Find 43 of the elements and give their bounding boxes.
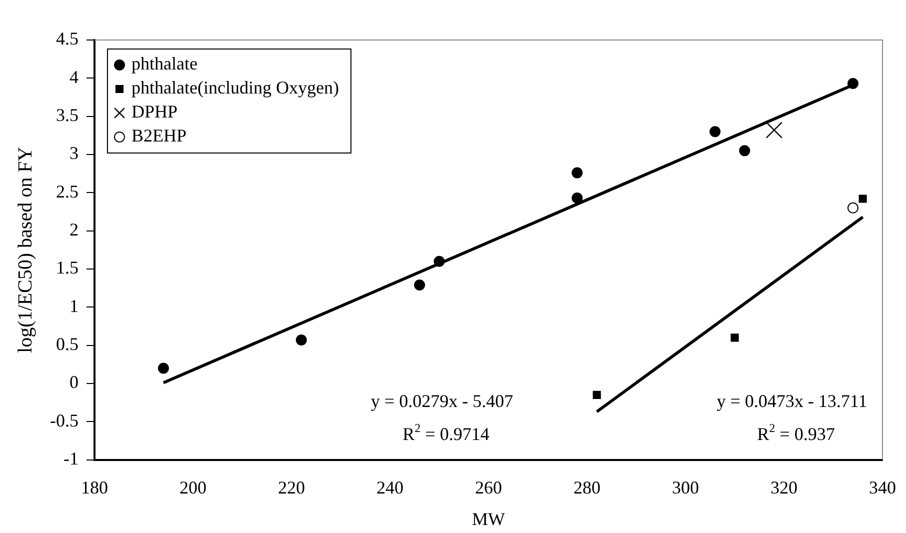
point [296, 334, 307, 346]
y-axis-title: log(1/EC50) based on FY [14, 146, 36, 353]
y-tick-label: 3 [69, 143, 78, 164]
x-tick-label: 220 [278, 477, 305, 498]
point [847, 78, 858, 90]
legend-label: B2EHP [131, 126, 187, 146]
y-tick-label: 2.5 [56, 181, 78, 202]
point [766, 122, 783, 138]
y-tick-label: 1 [69, 296, 78, 316]
point [592, 390, 601, 399]
x-tick-label: 300 [672, 477, 699, 498]
point [414, 280, 426, 291]
x-axis-title: MW [472, 508, 505, 529]
y-tick-label: 0.5 [56, 334, 78, 354]
point [858, 194, 867, 203]
legend-label: phthalate [131, 54, 198, 74]
y-tick-label: 1.5 [56, 258, 78, 278]
point [434, 256, 445, 267]
x-tick-label: 180 [80, 477, 108, 498]
point [847, 202, 858, 214]
x-tick-label: 200 [179, 477, 206, 498]
y-tick-label: -0.5 [50, 410, 78, 430]
annotation: y = 0.0473x - 13.711 [716, 391, 868, 411]
x-tick-label: 260 [474, 477, 502, 498]
y-tick-label: 4 [69, 66, 78, 87]
point [158, 362, 169, 374]
y-tick-label: 0 [69, 372, 78, 392]
point [572, 167, 583, 178]
y-tick-label: 4.5 [56, 28, 78, 49]
annotation: y = 0.0279x - 5.407 [370, 391, 514, 411]
point [572, 192, 583, 204]
x-tick-label: 340 [869, 477, 896, 498]
point [739, 145, 750, 156]
point [710, 126, 721, 138]
legend-label: DPHP [131, 102, 178, 122]
legend-label: phthalate(including Oxygen) [131, 78, 339, 98]
point [730, 334, 739, 342]
x-tick-label: 280 [574, 477, 600, 498]
y-tick-label: 2 [69, 220, 78, 240]
x-tick-label: 320 [770, 477, 798, 498]
x-tick-label: 240 [376, 477, 404, 498]
y-tick-label: -1 [63, 448, 78, 469]
y-tick-label: 3.5 [56, 105, 78, 126]
